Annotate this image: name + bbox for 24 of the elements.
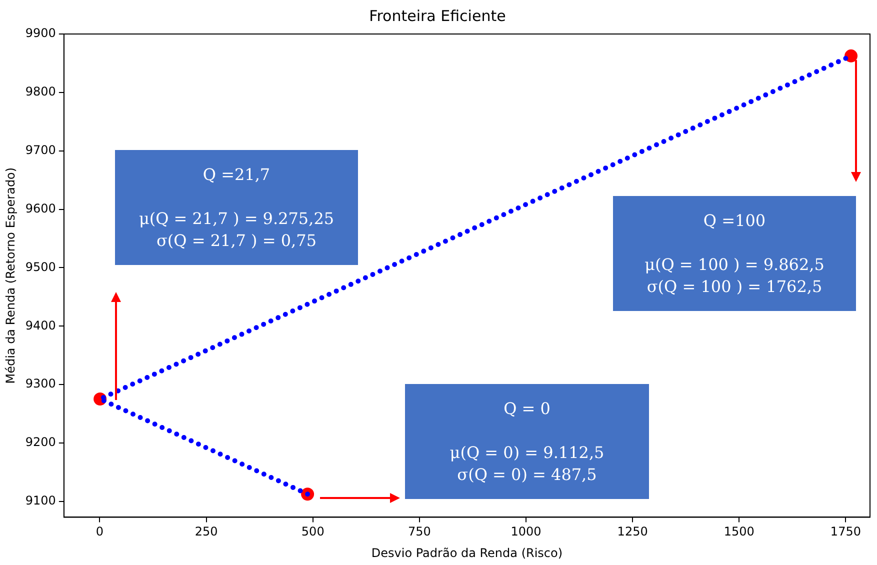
x-tick-label: 250: [194, 524, 218, 539]
y-tick-label: 9600: [25, 201, 56, 216]
point: [844, 49, 858, 62]
x-tick-label: 1750: [830, 524, 861, 539]
y-tick-label: 9200: [25, 435, 56, 450]
note-box: Q =21,7 μ(Q = 21,7 ) = 9.275,25 σ(Q = 21,7 ) = 0,75: [115, 150, 358, 265]
y-tick-label: 9100: [25, 494, 56, 508]
x-tick-label: 1500: [724, 524, 754, 539]
y-tick-label: 9500: [25, 260, 56, 274]
y-tick-label: 9900: [25, 26, 56, 40]
x-tick-label: 1250: [617, 524, 648, 539]
x-tick-label: 0: [96, 524, 104, 539]
y-tick-label: 9400: [25, 318, 56, 332]
x-tick-label: 1000: [510, 524, 542, 539]
x-tick-label: 750: [408, 524, 431, 539]
note-box: Q =100 μ(Q = 100 ) = 9.862,5 σ(Q = 100 ) = 1762,5: [613, 196, 856, 311]
y-tick-label: 9700: [25, 142, 56, 157]
x-axis-title: Desvio Padrão da Renda (Risco): [371, 546, 563, 560]
x-tick-label: 500: [301, 524, 324, 539]
chart-title: Fronteira Eficiente: [369, 6, 506, 25]
y-tick-label: 9800: [25, 84, 56, 99]
note-box: Q = 0 μ(Q = 0) = 9.112,5 σ(Q = 0) = 487,5: [405, 384, 649, 499]
y-axis-title: Média da Renda (Retorno Esperado): [3, 167, 18, 384]
y-tick-label: 9300: [25, 376, 56, 391]
